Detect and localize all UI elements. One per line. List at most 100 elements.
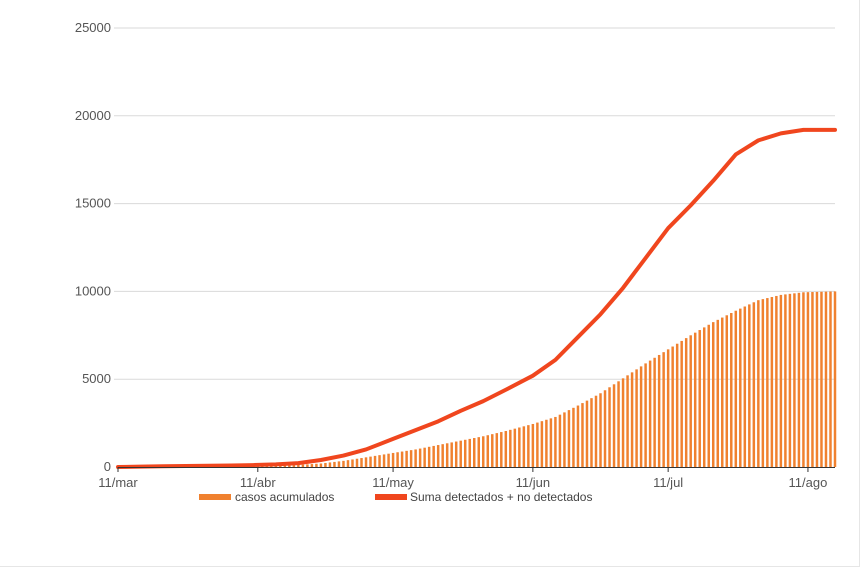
y-tick-label: 10000 [75, 283, 111, 298]
y-tick-label: 25000 [75, 20, 111, 35]
bar [712, 322, 715, 467]
bar [463, 439, 467, 467]
legend-label-casos-acumulados: casos acumulados [235, 490, 334, 504]
y-tick-label: 20000 [75, 108, 111, 123]
bar [346, 460, 350, 467]
bar [788, 293, 792, 467]
bar [635, 369, 638, 467]
bar [612, 384, 616, 467]
bar [355, 458, 359, 467]
bar [648, 360, 652, 467]
y-axis-ticks: 0 5000 10000 15000 20000 25000 [75, 20, 111, 474]
bar [527, 425, 530, 467]
bar [811, 292, 814, 467]
bar [342, 460, 345, 467]
bar [617, 381, 620, 467]
bar [495, 433, 499, 467]
bar [698, 330, 701, 467]
bar [824, 291, 828, 467]
bar [337, 461, 341, 467]
bar [409, 450, 413, 467]
bar [644, 363, 647, 467]
bar [757, 300, 760, 467]
bar [558, 414, 562, 467]
legend: casos acumulados Suma detectados + no de… [199, 490, 592, 504]
bar [815, 291, 819, 467]
bar [829, 291, 832, 467]
x-tick-label: 11/ago [789, 475, 828, 490]
bar [518, 427, 521, 467]
bar [730, 312, 733, 467]
bar [662, 352, 665, 467]
bar [585, 400, 589, 467]
bar [396, 452, 399, 467]
bar [441, 444, 444, 467]
bar [418, 448, 422, 467]
bar [513, 428, 517, 467]
bar [639, 366, 643, 467]
bar [436, 445, 440, 467]
bar [522, 426, 526, 467]
bar [405, 450, 408, 467]
bar [369, 456, 372, 467]
bar [563, 412, 566, 467]
bar [752, 302, 756, 467]
y-tick-label: 5000 [82, 371, 111, 386]
bar [630, 372, 634, 467]
x-tick-label: 11/may [372, 475, 414, 490]
bar [500, 432, 503, 467]
bar [775, 295, 778, 467]
line-series-suma [116, 127, 837, 469]
bar [450, 442, 453, 467]
bar [454, 441, 458, 467]
bar [734, 310, 738, 467]
bar [423, 447, 426, 467]
bar [468, 438, 471, 467]
bar-series-casos-acumulados [121, 291, 837, 467]
bar [486, 435, 490, 467]
bar [382, 454, 386, 467]
bar [689, 335, 692, 467]
bar [748, 304, 751, 467]
bar [707, 324, 710, 467]
bar [324, 462, 327, 467]
bar [328, 462, 332, 467]
x-tick-label: 11/mar [98, 475, 138, 490]
bar [360, 458, 363, 467]
bar [666, 349, 670, 467]
bar [594, 395, 598, 467]
bar [802, 292, 805, 467]
bar [549, 418, 553, 467]
bar [477, 437, 480, 467]
bar [599, 393, 602, 467]
bar [531, 423, 535, 467]
bar [432, 445, 435, 467]
bar [761, 299, 765, 467]
bar [540, 421, 544, 467]
bar [725, 315, 729, 467]
bar [297, 464, 300, 467]
bar [319, 463, 323, 467]
bar [373, 455, 377, 467]
bar [333, 461, 336, 467]
bar [491, 434, 494, 467]
bar [806, 292, 810, 467]
bar [784, 294, 787, 467]
bar [351, 459, 354, 467]
bar [590, 398, 593, 467]
bar [509, 429, 512, 467]
bar [770, 297, 774, 467]
bar [387, 453, 390, 467]
bar [288, 465, 291, 467]
bar [427, 446, 431, 467]
bar [716, 319, 719, 467]
bar [684, 338, 688, 467]
bar [283, 465, 287, 467]
bar [378, 455, 381, 467]
bar [572, 407, 575, 467]
bar [657, 354, 661, 467]
bar [653, 357, 656, 467]
y-tick-label: 0 [104, 459, 111, 474]
bar [414, 449, 417, 467]
bar [292, 464, 296, 467]
